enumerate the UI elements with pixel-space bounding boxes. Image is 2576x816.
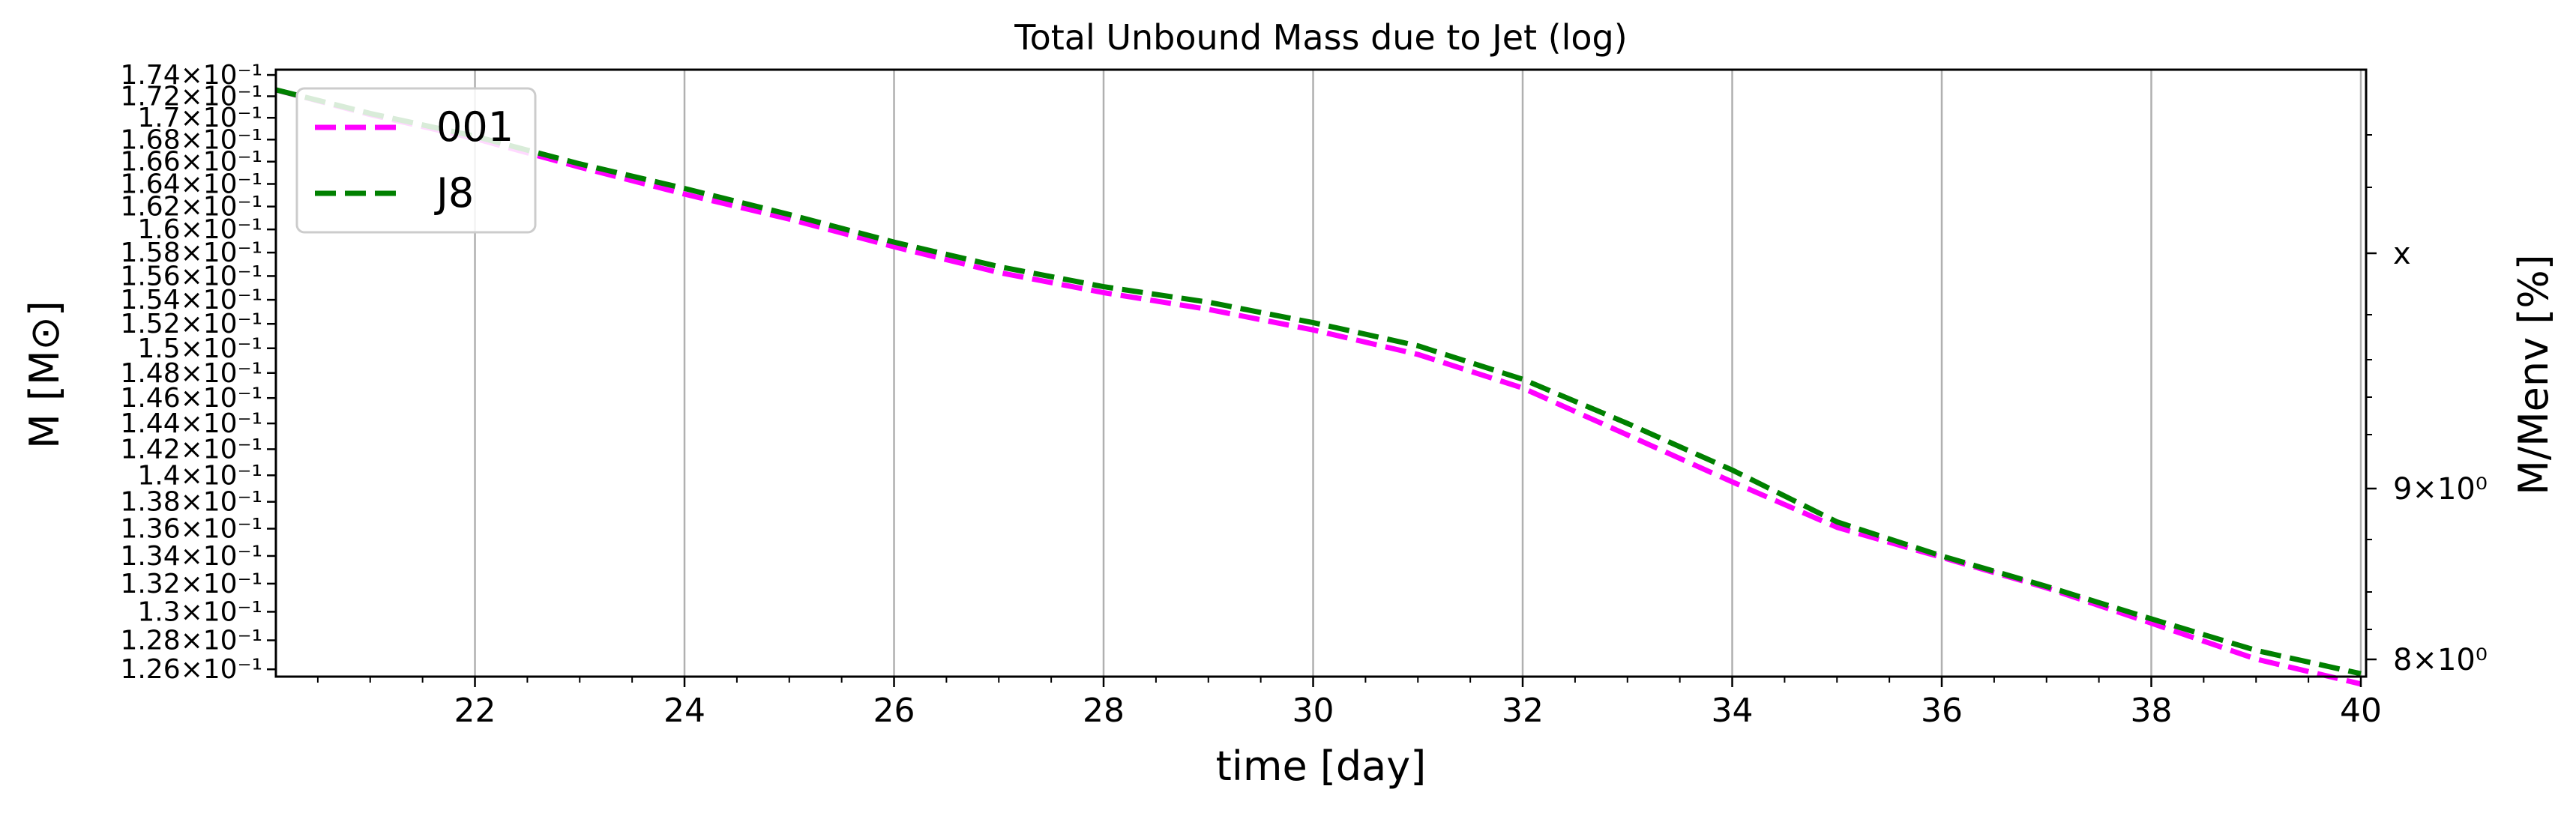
y-tick-label: 1.38×10⁻¹ [120, 487, 262, 518]
y-tick-label: 1.46×10⁻¹ [120, 383, 262, 414]
x-tick-label: 30 [1292, 692, 1334, 730]
x-axis: 22 24 26 28 30 32 34 36 38 40 [316, 677, 2382, 730]
y-axis-left: 1.74×10⁻¹1.72×10⁻¹1.7×10⁻¹1.68×10⁻¹1.66×… [120, 60, 276, 685]
y-tick-label: 1.52×10⁻¹ [120, 309, 262, 339]
y-tick-label: 1.44×10⁻¹ [120, 408, 262, 439]
x-tick-label: 28 [1083, 692, 1125, 730]
y-tick-label: 1.64×10⁻¹ [120, 169, 262, 200]
y-tick-label: 1.62×10⁻¹ [120, 192, 262, 223]
x-tick-label: 38 [2131, 692, 2173, 730]
chart-title: Total Unbound Mass due to Jet (log) [1014, 17, 1627, 58]
y-right-tick-label: x [2393, 237, 2411, 271]
x-tick-label: 26 [873, 692, 915, 730]
y-tick-label: 1.7×10⁻¹ [137, 103, 262, 133]
y-tick-label: 1.56×10⁻¹ [120, 261, 262, 291]
y-axis-label-right: M/Menv [%] [2510, 254, 2557, 495]
y-tick-label: 1.72×10⁻¹ [120, 81, 262, 112]
legend-box [295, 87, 537, 234]
y-tick-label: 1.74×10⁻¹ [120, 60, 262, 91]
legend-label-j8: J8 [434, 169, 474, 217]
y-axis-label: M [M⊙] [21, 300, 68, 449]
y-tick-label: 1.54×10⁻¹ [120, 285, 262, 315]
y-tick-label: 1.48×10⁻¹ [120, 358, 262, 389]
series-lines [275, 87, 2362, 687]
y-tick-label: 1.28×10⁻¹ [120, 626, 262, 656]
series-line-001 [275, 87, 2362, 687]
y-axis-right: x 9×10⁰ 8×10⁰ [2366, 134, 2488, 677]
series-line-j8 [275, 87, 2362, 677]
y-tick-label: 1.36×10⁻¹ [120, 514, 262, 545]
x-tick-label: 24 [663, 692, 705, 730]
x-tick-label: 34 [1712, 692, 1754, 730]
grid-lines [474, 70, 2362, 677]
y-tick-label: 1.42×10⁻¹ [120, 434, 262, 465]
y-tick-label: 1.4×10⁻¹ [137, 460, 262, 491]
x-tick-label: 22 [454, 692, 496, 730]
y-tick-label: 1.3×10⁻¹ [137, 596, 262, 627]
y-tick-label: 1.58×10⁻¹ [120, 238, 262, 268]
x-tick-label: 36 [1921, 692, 1963, 730]
y-right-tick-label: 9×10⁰ [2393, 472, 2488, 507]
x-tick-label: 40 [2340, 692, 2382, 730]
y-tick-label: 1.32×10⁻¹ [120, 569, 262, 599]
y-right-tick-label: 8×10⁰ [2393, 643, 2488, 677]
y-tick-label: 1.6×10⁻¹ [137, 214, 262, 245]
x-tick-label: 32 [1502, 692, 1544, 730]
legend: 001 J8 [295, 87, 537, 234]
y-tick-label: 1.5×10⁻¹ [137, 333, 262, 364]
plot-frame [274, 68, 2368, 678]
legend-label-001: 001 [436, 103, 514, 151]
y-tick-label: 1.68×10⁻¹ [120, 124, 262, 155]
y-tick-label: 1.26×10⁻¹ [120, 654, 262, 685]
x-axis-label: time [day] [1216, 743, 1427, 790]
y-tick-label: 1.34×10⁻¹ [120, 541, 262, 572]
y-tick-label: 1.66×10⁻¹ [120, 147, 262, 178]
